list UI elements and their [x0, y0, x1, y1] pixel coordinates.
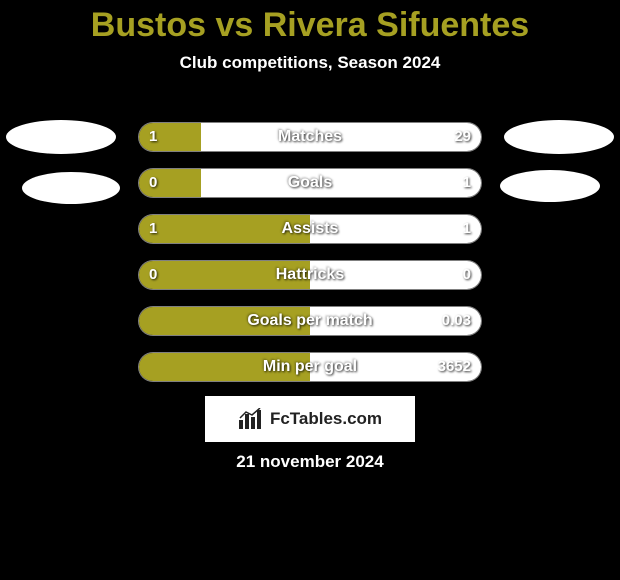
stat-value-left: 1: [149, 215, 157, 243]
stat-value-right: 29: [454, 123, 471, 151]
stats-bars: Matches129Goals01Assists11Hattricks00Goa…: [138, 122, 482, 398]
subtitle: Club competitions, Season 2024: [0, 53, 620, 73]
stat-row: Goals0 1: [138, 168, 482, 198]
player2-avatar: [504, 120, 614, 154]
stat-label: Min per goal: [139, 353, 481, 381]
stat-value-left: 0: [149, 261, 157, 289]
stat-value-right: 0: [463, 261, 471, 289]
page-title: Bustos vs Rivera Sifuentes: [0, 0, 620, 45]
stat-label: Matches: [139, 123, 481, 151]
stat-label: Hattricks: [139, 261, 481, 289]
stat-value-left: 1: [149, 123, 157, 151]
stat-row: Assists1 1: [138, 214, 482, 244]
stat-label: Assists: [139, 215, 481, 243]
stat-row: Matches1 29: [138, 122, 482, 152]
player1-club-avatar: [22, 172, 120, 204]
stat-row: Hattricks0 0: [138, 260, 482, 290]
date-label: 21 november 2024: [0, 452, 620, 472]
stat-row: Goals per match0.03: [138, 306, 482, 336]
player2-club-avatar: [500, 170, 600, 202]
stat-value-right: 0.03: [442, 307, 471, 335]
stat-value-right: 1: [463, 215, 471, 243]
stat-value-left: 0: [149, 169, 157, 197]
stat-row: Min per goal3652: [138, 352, 482, 382]
stat-label: Goals: [139, 169, 481, 197]
stat-value-right: 3652: [438, 353, 471, 381]
stat-label: Goals per match: [139, 307, 481, 335]
brand-text: FcTables.com: [270, 409, 382, 429]
brand-box: FcTables.com: [205, 396, 415, 442]
brand-logo-icon: [238, 408, 264, 430]
stat-value-right: 1: [463, 169, 471, 197]
player1-avatar: [6, 120, 116, 154]
